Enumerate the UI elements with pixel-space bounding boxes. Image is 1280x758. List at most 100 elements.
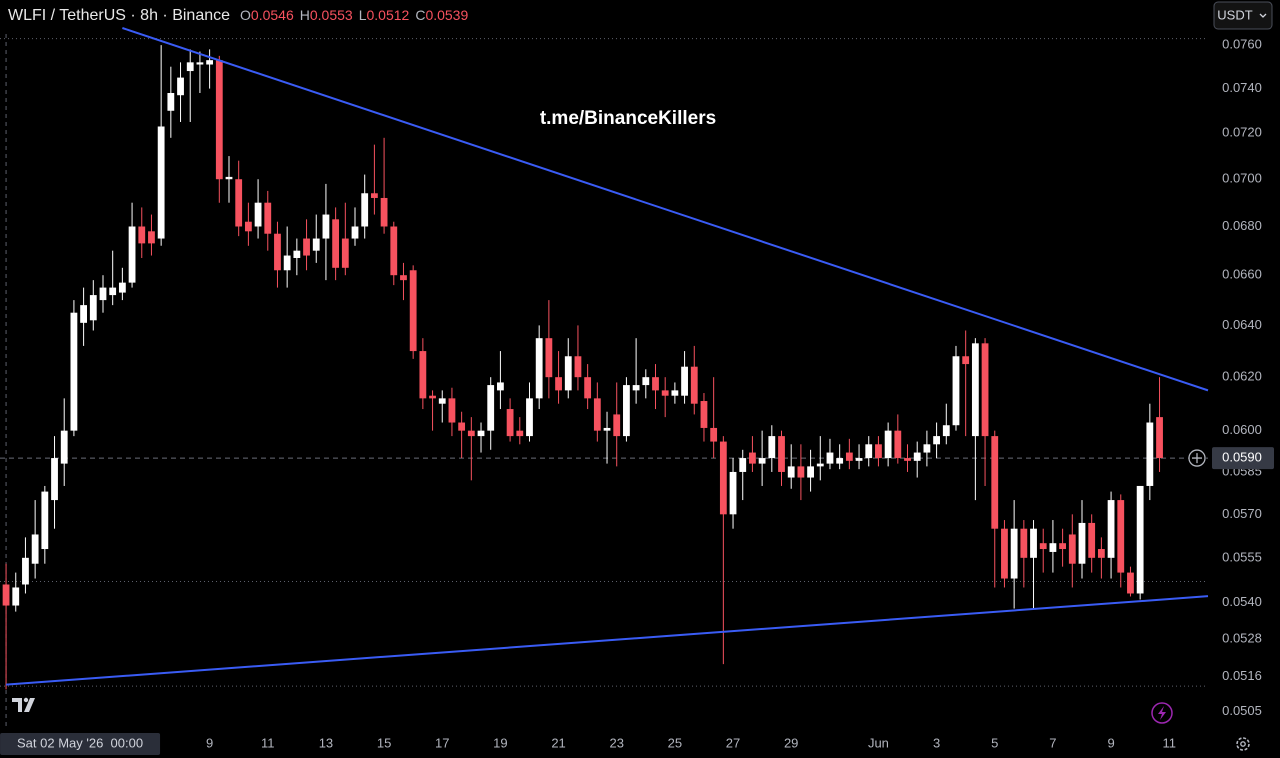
candle-body: [370, 193, 378, 198]
candle-body: [1127, 572, 1134, 594]
candle-body: [2, 584, 10, 606]
gear-outer[interactable]: [1236, 737, 1250, 751]
candle-body: [477, 430, 485, 437]
candle-body: [89, 295, 97, 321]
candle: [632, 338, 640, 404]
candle: [545, 300, 553, 399]
candle: [971, 338, 979, 501]
candle: [991, 430, 999, 588]
candle: [31, 500, 39, 579]
candle-body: [400, 275, 407, 281]
candle: [148, 214, 155, 256]
candle-body: [1078, 522, 1086, 564]
y-tick-label: 0.0660: [1222, 267, 1262, 282]
candle: [109, 250, 117, 306]
candle-body: [681, 366, 688, 396]
candle: [361, 174, 369, 239]
candle: [351, 207, 359, 246]
candle: [80, 287, 88, 346]
candle-body: [293, 250, 301, 258]
candle-body: [70, 312, 78, 431]
x-tick-label: Jun: [868, 735, 889, 750]
candle: [1068, 514, 1076, 588]
candle-body: [826, 452, 834, 464]
icon-bolt[interactable]: [1158, 706, 1166, 720]
candle-body: [1010, 528, 1018, 579]
candle-body: [31, 534, 39, 564]
candle-body: [1146, 422, 1154, 486]
candle: [564, 338, 572, 399]
candle: [1097, 537, 1105, 579]
candle: [1049, 520, 1057, 573]
plus-sign[interactable]: [1192, 453, 1202, 464]
candle-body: [690, 366, 698, 404]
add-alert-button[interactable]: [1188, 449, 1206, 467]
candle: [1146, 403, 1154, 501]
candle: [41, 485, 49, 564]
candle-body: [904, 458, 911, 461]
icon-circle[interactable]: [1151, 702, 1173, 724]
chevron[interactable]: [1259, 13, 1267, 18]
last-price-label: 0.0590: [1222, 450, 1262, 465]
candle: [865, 436, 873, 467]
candle-body: [12, 587, 20, 606]
x-tick-label: 21: [551, 735, 565, 750]
candle: [128, 202, 136, 288]
candle-body: [1097, 549, 1105, 558]
candle: [429, 390, 436, 431]
y-tick-label: 0.0740: [1222, 80, 1262, 95]
button-frame[interactable]: [1213, 1, 1273, 30]
candle: [274, 221, 281, 288]
candle: [419, 338, 427, 410]
candle: [593, 382, 601, 442]
candle-body: [167, 92, 175, 111]
candle-body: [855, 458, 863, 461]
currency-button[interactable]: USDT: [1213, 1, 1273, 30]
candle-body: [196, 62, 204, 65]
candle-body: [51, 458, 58, 501]
candle: [535, 325, 543, 410]
candle-body: [884, 430, 892, 459]
candle: [1059, 528, 1067, 567]
candle-body: [429, 395, 436, 399]
y-tick-label: 0.0620: [1222, 369, 1262, 384]
plot-area: [0, 27, 1209, 730]
candle: [448, 387, 456, 437]
candle-body: [458, 422, 466, 431]
candle-body: [555, 377, 562, 391]
candle: [118, 267, 126, 301]
candle-body: [719, 441, 727, 515]
candle: [70, 300, 78, 437]
candle-body: [962, 356, 970, 365]
last-price-box: [1212, 447, 1274, 470]
candle: [603, 411, 611, 464]
candle: [244, 202, 252, 246]
candle-body: [332, 219, 340, 268]
candle: [138, 207, 146, 258]
candle: [923, 430, 931, 467]
candle: [962, 330, 970, 437]
candle: [652, 364, 659, 410]
candle: [196, 51, 204, 93]
button-label[interactable]: USDT: [1217, 7, 1252, 22]
logo-dot: [23, 697, 29, 703]
candle: [855, 444, 863, 470]
candle: [710, 377, 718, 459]
candle-body: [894, 430, 902, 459]
candle-body: [768, 436, 776, 459]
candle: [467, 417, 475, 481]
candle-body: [952, 356, 960, 426]
settings-button[interactable]: [1236, 737, 1250, 751]
candle: [768, 425, 776, 472]
gear-inner[interactable]: [1240, 741, 1246, 747]
candle-body: [177, 77, 184, 96]
candle-body: [933, 436, 940, 445]
x-tick-label: 3: [933, 735, 940, 750]
candle: [690, 345, 698, 415]
candle-body: [497, 382, 504, 391]
lightning-button[interactable]: [1151, 702, 1173, 724]
x-tick-label: 25: [668, 735, 682, 750]
candle-body: [526, 398, 533, 437]
